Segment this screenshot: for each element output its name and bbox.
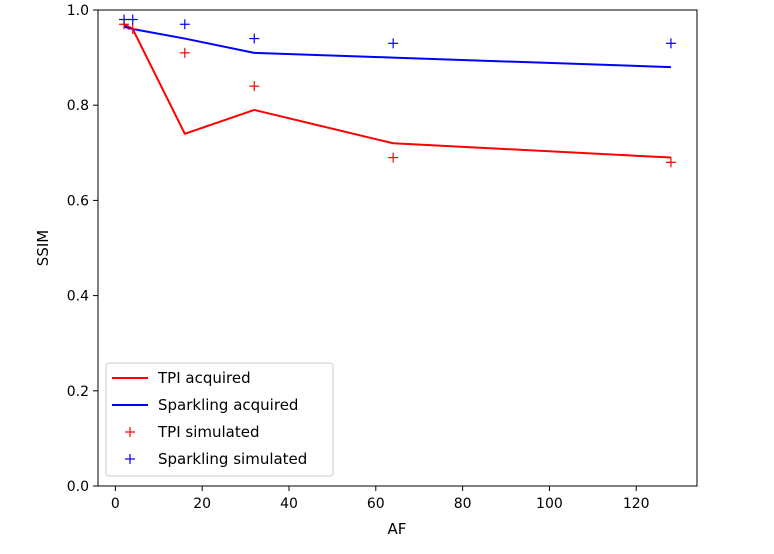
data-point-2-4 — [388, 152, 399, 163]
y-axis-label: SSIM — [34, 230, 52, 266]
y-tick-label: 0.0 — [67, 479, 89, 495]
data-point-2-3 — [249, 81, 260, 92]
x-tick-label: 40 — [280, 496, 298, 512]
y-tick-label: 0.8 — [67, 98, 89, 114]
x-tick-label: 60 — [367, 496, 385, 512]
plot-frame — [97, 9, 698, 487]
legend-entry-2: TPI simulated — [157, 423, 260, 441]
data-point-3-2 — [179, 19, 190, 30]
legend-entry-1: Sparkling acquired — [158, 396, 298, 414]
plot-area: 0 20 40 60 80 100 120 0.0 0.2 0.4 0.6 0.8 1.0 TPI acq… — [67, 3, 698, 512]
data-point-2-2 — [179, 47, 190, 58]
series-line-0 — [123, 23, 672, 159]
y-tick-label: 1.0 — [67, 3, 89, 19]
x-tick-label: 80 — [454, 496, 472, 512]
x-tick-label: 20 — [193, 496, 211, 512]
data-point-3-4 — [388, 38, 399, 49]
y-tick-label: 0.2 — [67, 384, 89, 400]
legend-box — [105, 362, 334, 477]
data-point-2-5 — [665, 157, 676, 168]
x-tick-label: 0 — [111, 496, 120, 512]
data-point-3-3 — [249, 33, 260, 44]
data-point-2-1 — [127, 24, 138, 35]
data-point-3-1 — [127, 14, 138, 25]
series-line-1 — [123, 25, 671, 69]
x-tick-label: 100 — [536, 496, 563, 512]
y-tick-label: 0.6 — [67, 193, 89, 209]
y-tick-label: 0.4 — [67, 289, 89, 305]
x-axis-label: AF — [388, 520, 407, 538]
data-point-3-5 — [665, 38, 676, 49]
x-tick-label: 120 — [623, 496, 650, 512]
legend-entry-3: Sparkling simulated — [158, 450, 307, 468]
legend-entry-0: TPI acquired — [157, 369, 251, 387]
data-point-3-0 — [119, 14, 130, 25]
